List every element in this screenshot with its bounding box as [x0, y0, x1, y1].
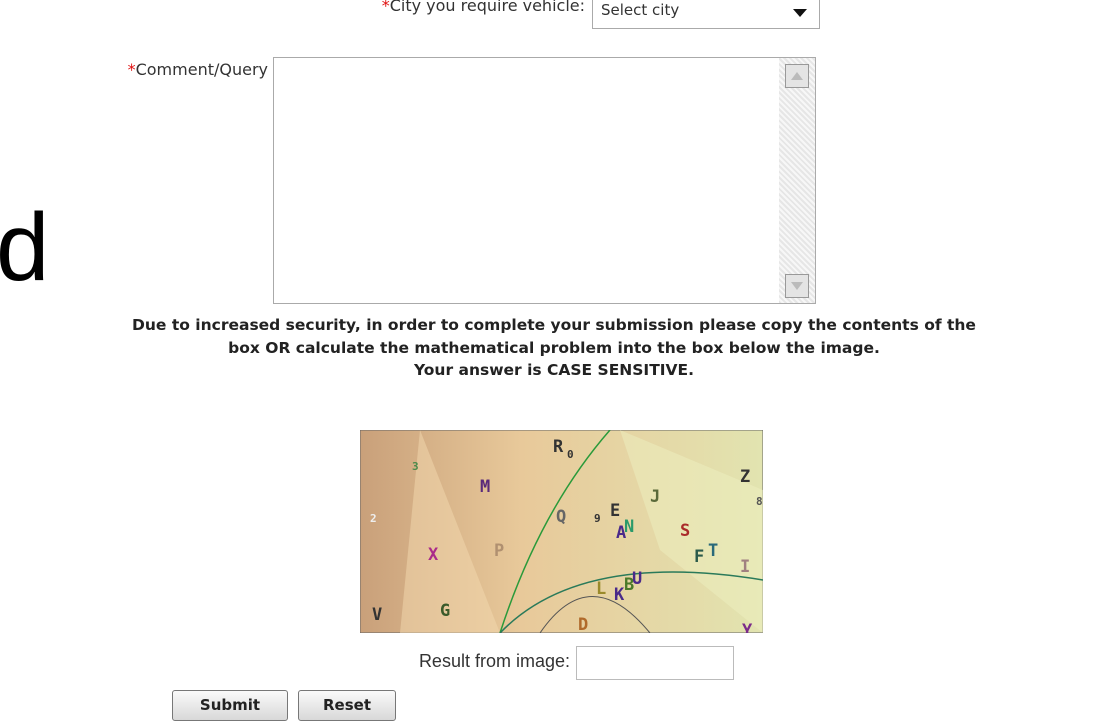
captcha-glyph: 9 [594, 512, 601, 525]
required-mark: * [127, 60, 136, 79]
captcha-glyph: R [553, 437, 564, 457]
captcha-glyph: G [440, 601, 450, 621]
submit-button[interactable]: Submit [172, 690, 288, 721]
captcha-glyph: V [372, 605, 382, 625]
scroll-up[interactable] [785, 64, 809, 88]
label-text: Comment/Query [135, 60, 268, 79]
captcha-glyph: Z [740, 467, 750, 487]
notice-line: Your answer is CASE SENSITIVE. [413, 361, 695, 379]
captcha-glyph: P [494, 541, 504, 561]
captcha-glyph: B [624, 575, 634, 595]
captcha-glyph: X [428, 545, 439, 565]
select-placeholder: Select city [601, 1, 680, 19]
city-label: *City you require vehicle: [382, 0, 585, 15]
captcha-glyph: Y [742, 621, 753, 633]
label-text: City you require vehicle: [389, 0, 585, 15]
captcha-glyph: 8 [756, 495, 763, 508]
dropdown-arrow [793, 9, 807, 17]
captcha-glyph: T [708, 541, 718, 561]
captcha-glyph: K [614, 585, 625, 605]
captcha-glyph: I [740, 557, 750, 577]
captcha-glyph: D [578, 615, 588, 633]
captcha-glyph: L [596, 579, 606, 599]
captcha-glyph: S [680, 521, 690, 541]
comment-label: *Comment/Query [128, 60, 268, 79]
captcha-glyph: 3 [412, 460, 419, 473]
scrollbar [779, 58, 815, 303]
captcha-image: R 0 3 M J Z8 2 Q 9 EAN SF T I X P L K BU V G D Y [360, 430, 763, 633]
captcha-glyph: U [632, 569, 642, 589]
captcha-glyph: Q [556, 507, 566, 527]
captcha-glyph: J [650, 487, 660, 507]
captcha-glyph: N [624, 517, 634, 537]
required-mark: * [381, 0, 390, 15]
captcha-glyph: A [616, 523, 626, 543]
notice-line: box OR calculate the mathematical proble… [228, 339, 880, 357]
scroll-down[interactable] [785, 274, 809, 298]
comment-textarea[interactable] [273, 57, 816, 304]
city-select[interactable]: Select city [592, 0, 820, 29]
captcha-glyph: 0 [567, 448, 574, 461]
result-label: Result from image: [418, 651, 570, 671]
captcha-glyph: 2 [370, 512, 377, 525]
reset-button[interactable]: Reset [298, 690, 396, 721]
captcha-glyph: F [694, 547, 704, 567]
result-input[interactable] [576, 646, 734, 680]
captcha-glyph: E [610, 501, 620, 521]
notice-line: Due to increased security, in order to c… [132, 316, 976, 334]
cut-off-text: d [0, 194, 50, 301]
captcha-glyph: M [480, 477, 490, 497]
